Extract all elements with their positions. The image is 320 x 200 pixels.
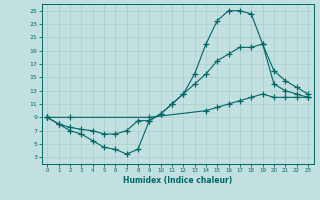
X-axis label: Humidex (Indice chaleur): Humidex (Indice chaleur) <box>123 176 232 185</box>
